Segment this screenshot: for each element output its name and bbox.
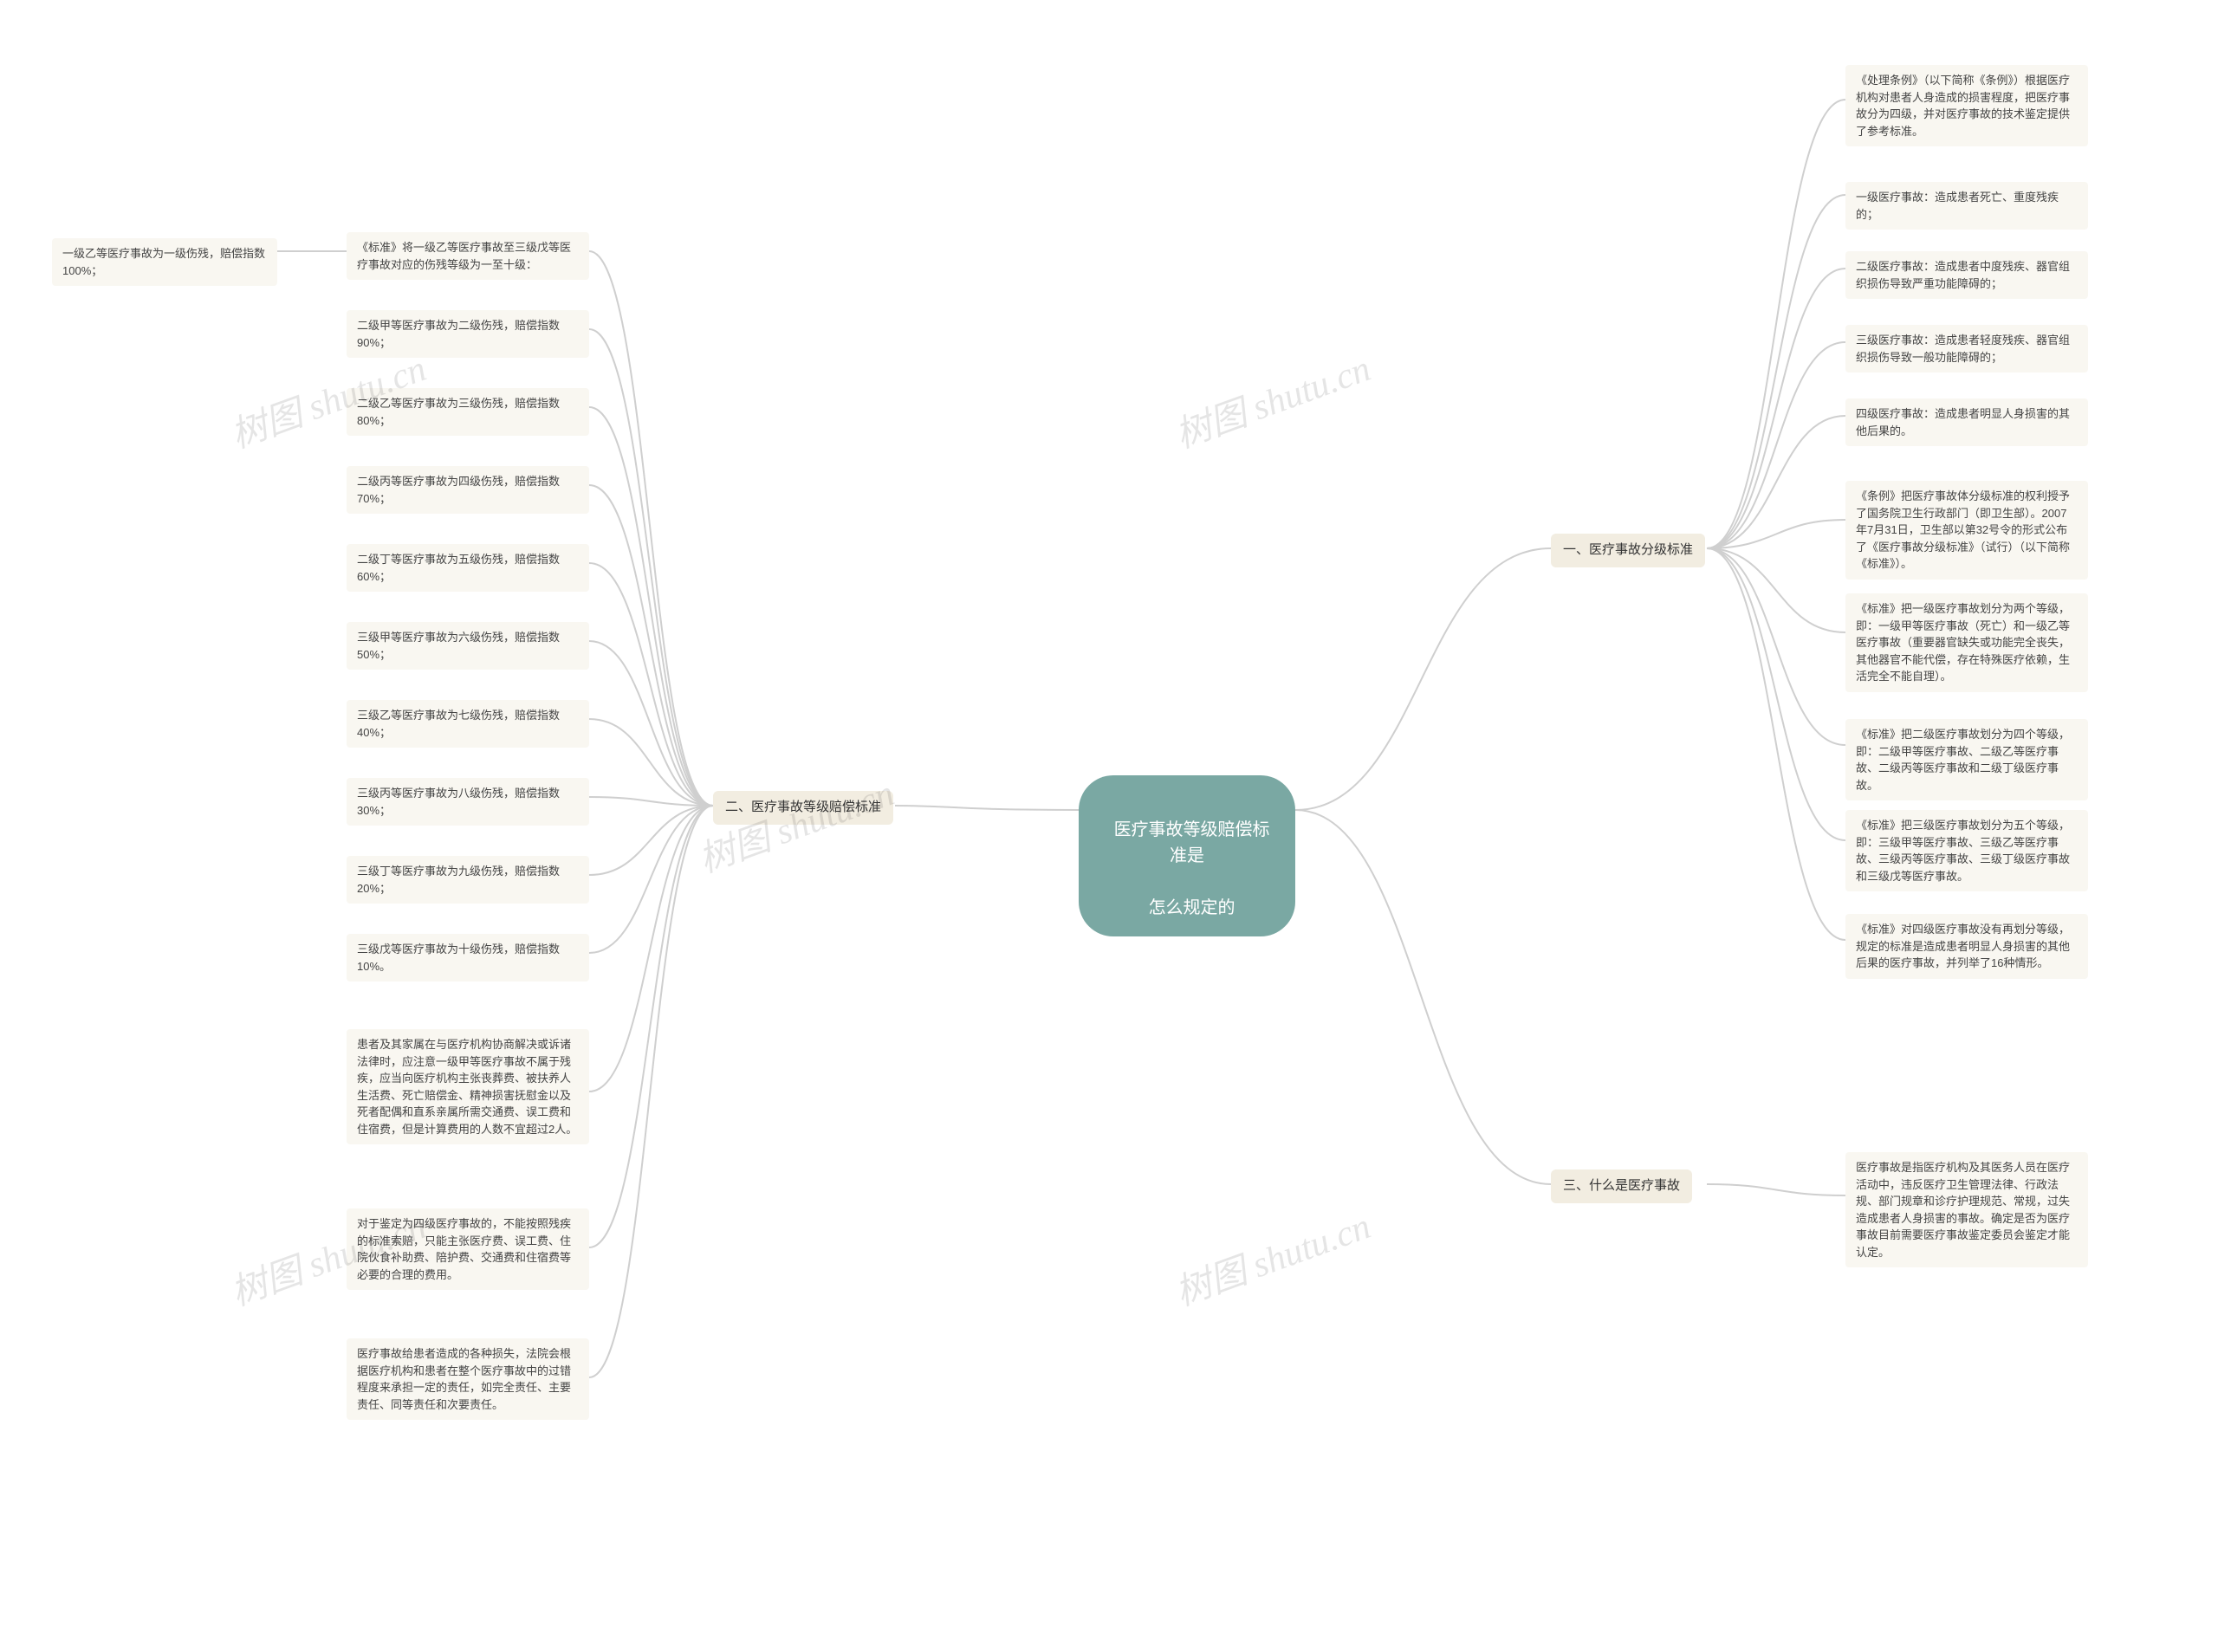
branch-1-item: 三级医疗事故：造成患者轻度残疾、器官组织损伤导致一般功能障碍的；	[1845, 325, 2088, 373]
branch-2-item: 二级乙等医疗事故为三级伤残，赔偿指数80%；	[347, 388, 589, 436]
root-line1: 医疗事故等级赔偿标准是	[1114, 820, 1270, 865]
branch-2-item: 三级戊等医疗事故为十级伤残，赔偿指数10%。	[347, 934, 589, 981]
branch-2-item: 二级丙等医疗事故为四级伤残，赔偿指数70%；	[347, 466, 589, 514]
branch-2-item: 对于鉴定为四级医疗事故的，不能按照残疾的标准索赔，只能主张医疗费、误工费、住院伙…	[347, 1208, 589, 1290]
branch-1-item: 《处理条例》（以下简称《条例》）根据医疗机构对患者人身造成的损害程度，把医疗事故…	[1845, 65, 2088, 146]
branch-1-item: 四级医疗事故：造成患者明显人身损害的其他后果的。	[1845, 398, 2088, 446]
root-line2: 怎么规定的	[1149, 898, 1235, 917]
branch-1-item: 一级医疗事故：造成患者死亡、重度残疾的；	[1845, 182, 2088, 230]
branch-3-title: 三、什么是医疗事故	[1551, 1169, 1692, 1203]
branch-2-item: 二级甲等医疗事故为二级伤残，赔偿指数90%；	[347, 310, 589, 358]
branch-1-item: 《标准》把二级医疗事故划分为四个等级，即：二级甲等医疗事故、二级乙等医疗事故、二…	[1845, 719, 2088, 800]
branch-2-item: 医疗事故给患者造成的各种损失，法院会根据医疗机构和患者在整个医疗事故中的过错程度…	[347, 1338, 589, 1420]
watermark: 树图 shutu.cn	[1167, 340, 1377, 459]
branch-2-item: 《标准》将一级乙等医疗事故至三级戊等医疗事故对应的伤残等级为一至十级：	[347, 232, 589, 280]
branch-2-title: 二、医疗事故等级赔偿标准	[713, 791, 893, 825]
root-node: 医疗事故等级赔偿标准是 怎么规定的	[1079, 775, 1295, 936]
branch-2-item: 三级甲等医疗事故为六级伤残，赔偿指数50%；	[347, 622, 589, 670]
branch-2-item: 三级乙等医疗事故为七级伤残，赔偿指数40%；	[347, 700, 589, 748]
branch-3-item: 医疗事故是指医疗机构及其医务人员在医疗活动中，违反医疗卫生管理法律、行政法规、部…	[1845, 1152, 2088, 1267]
branch-2-item: 三级丁等医疗事故为九级伤残，赔偿指数20%；	[347, 856, 589, 904]
branch-1-item: 二级医疗事故：造成患者中度残疾、器官组织损伤导致严重功能障碍的；	[1845, 251, 2088, 299]
branch-1-item: 《标准》对四级医疗事故没有再划分等级，规定的标准是造成患者明显人身损害的其他后果…	[1845, 914, 2088, 979]
branch-1-item: 《标准》把三级医疗事故划分为五个等级，即：三级甲等医疗事故、三级乙等医疗事故、三…	[1845, 810, 2088, 891]
branch-2-item: 三级丙等医疗事故为八级伤残，赔偿指数30%；	[347, 778, 589, 826]
branch-2-item: 患者及其家属在与医疗机构协商解决或诉诸法律时，应注意一级甲等医疗事故不属于残疾，…	[347, 1029, 589, 1144]
branch-2-subitem: 一级乙等医疗事故为一级伤残，赔偿指数100%；	[52, 238, 277, 286]
watermark: 树图 shutu.cn	[1167, 1197, 1377, 1317]
branch-1-item: 《条例》把医疗事故体分级标准的权利授予了国务院卫生行政部门（即卫生部）。2007…	[1845, 481, 2088, 580]
branch-1-item: 《标准》把一级医疗事故划分为两个等级，即：一级甲等医疗事故（死亡）和一级乙等医疗…	[1845, 593, 2088, 692]
branch-1-title: 一、医疗事故分级标准	[1551, 534, 1705, 567]
branch-2-item: 二级丁等医疗事故为五级伤残，赔偿指数60%；	[347, 544, 589, 592]
